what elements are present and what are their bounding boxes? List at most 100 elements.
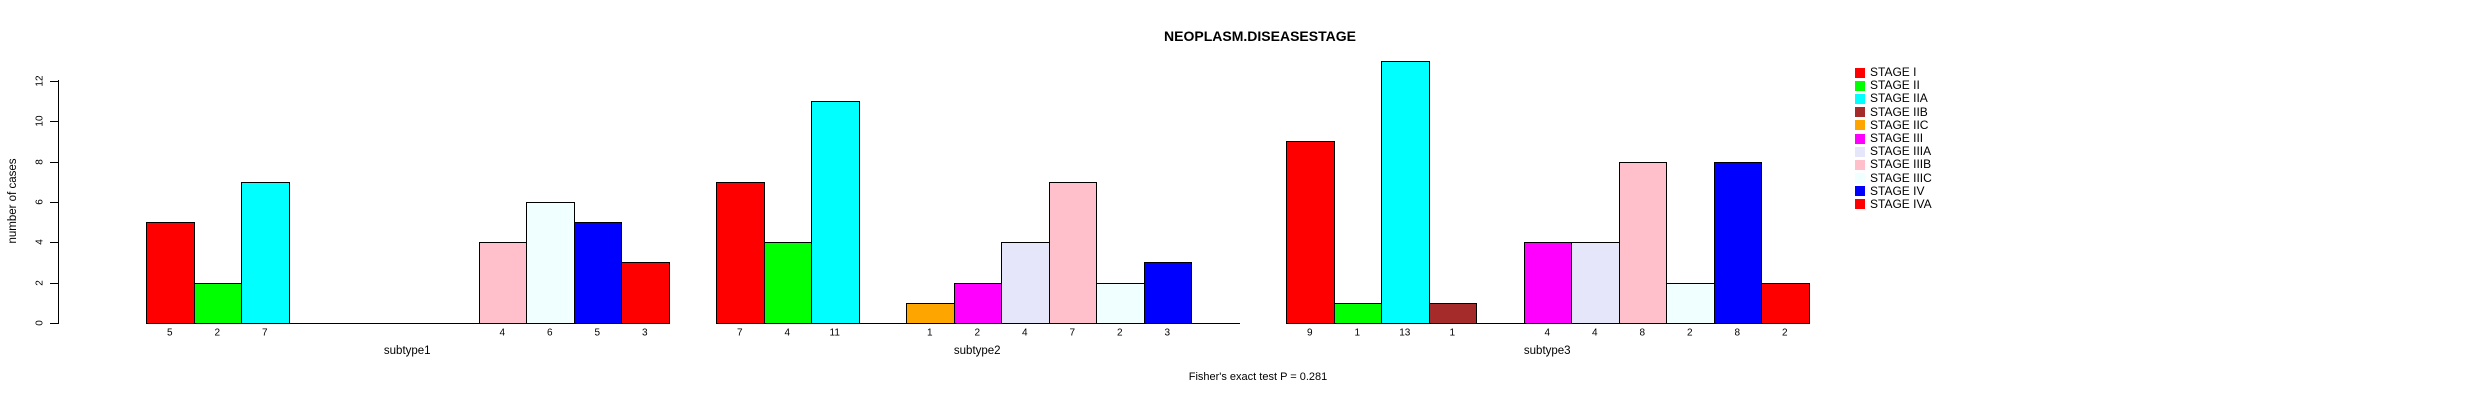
y-axis-label: number of cases xyxy=(7,158,19,244)
bar xyxy=(146,222,195,324)
legend-item: STAGE I xyxy=(1855,65,1932,79)
bar xyxy=(1381,60,1430,324)
legend-item: STAGE II xyxy=(1855,78,1932,93)
bar xyxy=(573,222,622,324)
bar-value-label: 13 xyxy=(1399,327,1411,339)
bar xyxy=(1333,302,1382,324)
bar-value-label: 7 xyxy=(1069,327,1076,339)
legend-label: STAGE IV xyxy=(1870,183,1925,198)
legend-swatch xyxy=(1855,133,1865,144)
bar xyxy=(1096,282,1145,324)
legend-swatch xyxy=(1855,120,1865,131)
bar xyxy=(1713,161,1762,324)
bar xyxy=(621,262,670,324)
bar xyxy=(1666,282,1715,324)
bar-value-label: 2 xyxy=(1686,327,1693,339)
bar-value-label: 5 xyxy=(594,327,601,339)
legend-item: STAGE IIIB xyxy=(1855,158,1932,171)
bar-value-label: 7 xyxy=(736,327,743,339)
bar-value-label: 3 xyxy=(641,327,648,339)
bar-value-label: 1 xyxy=(926,327,933,339)
bar-value-label: 3 xyxy=(1164,327,1171,339)
bar xyxy=(1048,181,1097,324)
y-tick-mark xyxy=(50,161,58,163)
bar xyxy=(1143,262,1192,324)
y-tick-label: 12 xyxy=(34,75,46,87)
group-label: subtype2 xyxy=(953,345,1001,357)
y-tick-mark xyxy=(50,282,58,284)
legend-label: STAGE II xyxy=(1870,78,1920,93)
bar xyxy=(1001,242,1050,324)
legend-label: STAGE III xyxy=(1870,130,1924,145)
bar xyxy=(1761,282,1810,324)
legend-label: STAGE IVA xyxy=(1870,196,1932,211)
bar xyxy=(526,201,575,324)
bar-value-label: 11 xyxy=(829,327,840,339)
legend-swatch xyxy=(1855,186,1865,197)
legend-label: STAGE IIC xyxy=(1870,117,1929,132)
bar-value-label: 4 xyxy=(1591,327,1598,339)
bar-value-label: 7 xyxy=(261,327,268,339)
legend-swatch xyxy=(1855,67,1865,78)
y-tick-mark xyxy=(50,323,58,324)
legend-item: STAGE IIA xyxy=(1855,92,1932,105)
bar xyxy=(1523,242,1572,324)
chart-title: NEOPLASM.DISEASESTAGE xyxy=(1164,28,1356,44)
legend-label: STAGE IIA xyxy=(1870,91,1928,106)
y-tick-mark xyxy=(50,80,58,82)
bar xyxy=(906,302,955,324)
x-axis-baseline xyxy=(146,323,670,324)
bar-value-label: 4 xyxy=(499,327,506,339)
legend-label: STAGE IIIB xyxy=(1870,157,1932,172)
legend-swatch xyxy=(1855,146,1865,157)
bar-value-label: 2 xyxy=(1116,327,1123,339)
bar-value-label: 6 xyxy=(546,327,553,339)
bar-value-label: 2 xyxy=(1781,327,1788,339)
fisher-test-annotation: Fisher's exact test P = 0.281 xyxy=(1188,371,1328,383)
legend-item: STAGE III xyxy=(1855,130,1932,145)
y-tick-label: 4 xyxy=(34,239,46,246)
bar-value-label: 4 xyxy=(1021,327,1028,339)
bar-value-label: 4 xyxy=(1544,327,1551,339)
bar-value-label: 1 xyxy=(1449,327,1456,339)
bar xyxy=(1286,141,1335,324)
y-tick-mark xyxy=(50,242,58,244)
legend-swatch xyxy=(1855,80,1865,91)
legend-item: STAGE IV xyxy=(1855,183,1932,198)
legend-swatch xyxy=(1855,199,1865,210)
bar xyxy=(811,101,860,324)
group-label: subtype1 xyxy=(383,345,431,357)
bar-value-label: 8 xyxy=(1639,327,1646,339)
y-tick-label: 6 xyxy=(34,199,46,205)
bar xyxy=(1618,161,1667,324)
bar xyxy=(241,181,290,324)
bar-value-label: 2 xyxy=(974,327,981,339)
bar xyxy=(953,282,1002,324)
legend-label: STAGE I xyxy=(1870,65,1917,79)
bar xyxy=(716,181,765,324)
legend-label: STAGE IIIA xyxy=(1870,144,1932,159)
bar xyxy=(1571,242,1620,324)
legend-label: STAGE IIB xyxy=(1870,104,1928,119)
bar xyxy=(763,242,812,324)
legend-label: STAGE IIIC xyxy=(1870,170,1932,185)
bar-value-label: 2 xyxy=(214,327,221,339)
legend-item: STAGE IIIA xyxy=(1855,144,1932,159)
legend-swatch xyxy=(1855,93,1865,104)
y-tick-label: 10 xyxy=(34,115,46,127)
y-tick-mark xyxy=(50,201,58,203)
bar-value-label: 5 xyxy=(166,327,173,339)
group-label: subtype3 xyxy=(1523,345,1571,357)
y-axis-line xyxy=(58,80,59,324)
bar xyxy=(193,282,242,324)
y-tick-label: 2 xyxy=(34,279,46,286)
legend-swatch xyxy=(1855,159,1865,170)
bar xyxy=(478,242,527,324)
x-axis-baseline xyxy=(1286,323,1810,324)
legend: STAGE I STAGE II STAGE IIA STAGE IIB STAGE I… xyxy=(1855,65,1932,211)
legend-item: STAGE IIB xyxy=(1855,104,1932,119)
bar-value-label: 1 xyxy=(1354,327,1361,339)
bar-value-label: 4 xyxy=(784,327,791,339)
bar-value-label: 9 xyxy=(1306,327,1313,339)
